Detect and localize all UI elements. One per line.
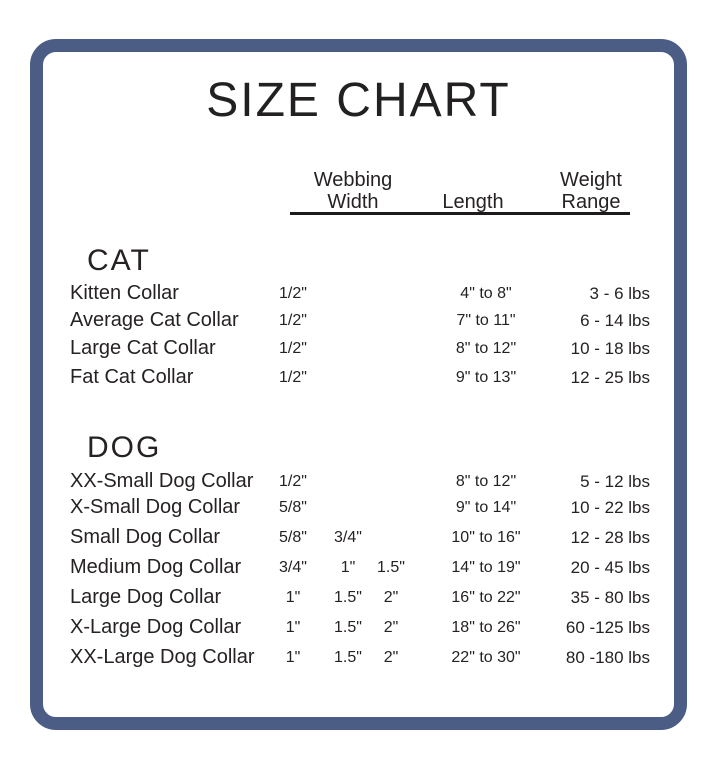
column-header-webbing-width: Webbing Width — [314, 169, 393, 213]
table-row: Small Dog Collar 5/8" 3/4" 10" to 16" 12 - 2… — [43, 524, 674, 551]
column-header-length: Length — [442, 191, 504, 213]
webbing-width-value: 1/2" — [279, 312, 307, 329]
weight-range-value: 60 -125 lbs — [565, 618, 650, 637]
webbing-width-value: 1/2" — [279, 285, 307, 302]
webbing-width-value: 1.5" — [377, 559, 405, 576]
table-row: Fat Cat Collar 1/2" 9" to 13" 12 - 25 lbs — [43, 364, 674, 391]
webbing-width-value: 1" — [285, 589, 301, 606]
column-header-weight-range: Weight Range — [560, 169, 622, 213]
weight-range-value: 80 -180 lbs — [565, 648, 650, 667]
weight-range-value: 6 - 14 lbs — [580, 311, 650, 330]
page-title: SIZE CHART — [206, 74, 511, 127]
table-row: Kitten Collar 1/2" 4" to 8" 3 - 6 lbs — [43, 280, 674, 307]
row-label: Large Dog Collar — [70, 586, 222, 608]
section-heading-cat: CAT — [87, 244, 151, 277]
length-value: 16" to 22" — [451, 589, 521, 606]
row-label: X-Small Dog Collar — [70, 496, 241, 518]
webbing-width-value: 5/8" — [279, 499, 307, 516]
webbing-width-value: 2" — [383, 649, 399, 666]
length-value: 18" to 26" — [451, 619, 521, 636]
column-header-webbing-line2: Width — [327, 191, 379, 213]
webbing-width-value: 1.5" — [334, 619, 362, 636]
webbing-width-value: 2" — [383, 619, 399, 636]
webbing-width-value: 1" — [340, 559, 356, 576]
weight-range-value: 12 - 28 lbs — [570, 528, 650, 547]
table-row: Large Cat Collar 1/2" 8" to 12" 10 - 18 lbs — [43, 335, 674, 362]
table-row: X-Large Dog Collar 1" 1.5" 2" 18" to 26" 60 -… — [43, 614, 674, 641]
weight-range-value: 5 - 12 lbs — [580, 472, 650, 491]
row-label: X-Large Dog Collar — [70, 616, 242, 638]
webbing-width-value: 1.5" — [334, 649, 362, 666]
length-value: 22" to 30" — [451, 649, 521, 666]
column-header-weight-line1: Weight — [560, 169, 622, 191]
webbing-width-value: 1" — [285, 649, 301, 666]
row-label: Average Cat Collar — [70, 309, 239, 331]
row-label: Medium Dog Collar — [70, 556, 242, 578]
webbing-width-value: 2" — [383, 589, 399, 606]
webbing-width-value: 3/4" — [279, 559, 307, 576]
weight-range-value: 10 - 22 lbs — [570, 498, 650, 517]
length-value: 4" to 8" — [460, 285, 512, 302]
length-value: 10" to 16" — [451, 529, 521, 546]
size-chart-card: SIZE CHART Webbing Width Length Weight R… — [30, 39, 687, 730]
weight-range-value: 20 - 45 lbs — [570, 558, 650, 577]
row-label: Large Cat Collar — [70, 337, 216, 359]
row-label: XX-Large Dog Collar — [70, 646, 255, 668]
weight-range-value: 35 - 80 lbs — [570, 588, 650, 607]
table-row: X-Small Dog Collar 5/8" 9" to 14" 10 - 22 l… — [43, 494, 674, 521]
length-value: 9" to 14" — [455, 499, 517, 516]
section-heading-dog: DOG — [87, 431, 162, 464]
column-header-weight-line2: Range — [561, 191, 621, 213]
table-row: Average Cat Collar 1/2" 7" to 11" 6 - 14 lb… — [43, 307, 674, 334]
length-value: 8" to 12" — [455, 340, 517, 357]
webbing-width-value: 1/2" — [279, 369, 307, 386]
row-label: Small Dog Collar — [70, 526, 221, 548]
webbing-width-value: 1/2" — [279, 340, 307, 357]
weight-range-value: 3 - 6 lbs — [589, 284, 650, 303]
table-row: XX-Small Dog Collar 1/2" 8" to 12" 5 - 12 l… — [43, 468, 674, 495]
webbing-width-value: 3/4" — [334, 529, 362, 546]
table-row: XX-Large Dog Collar 1" 1.5" 2" 22" to 30" 80 … — [43, 644, 674, 671]
row-label: XX-Small Dog Collar — [70, 470, 254, 492]
webbing-width-value: 1/2" — [279, 473, 307, 490]
length-value: 14" to 19" — [451, 559, 521, 576]
table-row: Medium Dog Collar 3/4" 1" 1.5" 14" to 19" 20 … — [43, 554, 674, 581]
row-label: Fat Cat Collar — [70, 366, 194, 388]
weight-range-value: 10 - 18 lbs — [570, 339, 650, 358]
length-value: 8" to 12" — [455, 473, 517, 490]
webbing-width-value: 5/8" — [279, 529, 307, 546]
table-row: Large Dog Collar 1" 1.5" 2" 16" to 22" 35 - 8… — [43, 584, 674, 611]
header-underline — [290, 212, 630, 215]
column-header-webbing-line1: Webbing — [313, 169, 393, 191]
length-value: 9" to 13" — [455, 369, 517, 386]
row-label: Kitten Collar — [70, 282, 179, 304]
weight-range-value: 12 - 25 lbs — [570, 368, 650, 387]
webbing-width-value: 1.5" — [334, 589, 362, 606]
webbing-width-value: 1" — [285, 619, 301, 636]
length-value: 7" to 11" — [456, 312, 516, 329]
